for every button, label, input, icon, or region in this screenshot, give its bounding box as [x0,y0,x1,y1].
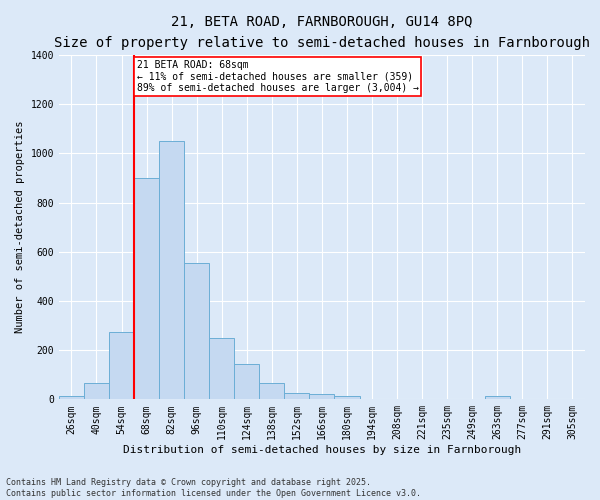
Text: 21 BETA ROAD: 68sqm
← 11% of semi-detached houses are smaller (359)
89% of semi-: 21 BETA ROAD: 68sqm ← 11% of semi-detach… [137,60,419,93]
Bar [284,393,310,400]
X-axis label: Distribution of semi-detached houses by size in Farnborough: Distribution of semi-detached houses by … [123,445,521,455]
Bar [209,338,234,400]
Bar [59,396,84,400]
Bar [159,141,184,400]
Title: 21, BETA ROAD, FARNBOROUGH, GU14 8PQ
Size of property relative to semi-detached : 21, BETA ROAD, FARNBOROUGH, GU14 8PQ Siz… [54,15,590,50]
Bar [109,332,134,400]
Bar [234,364,259,400]
Y-axis label: Number of semi-detached properties: Number of semi-detached properties [15,121,25,334]
Bar [310,394,334,400]
Text: Contains HM Land Registry data © Crown copyright and database right 2025.
Contai: Contains HM Land Registry data © Crown c… [6,478,421,498]
Bar [84,384,109,400]
Bar [134,178,159,400]
Bar [259,384,284,400]
Bar [184,263,209,400]
Bar [485,396,510,400]
Bar [334,396,359,400]
